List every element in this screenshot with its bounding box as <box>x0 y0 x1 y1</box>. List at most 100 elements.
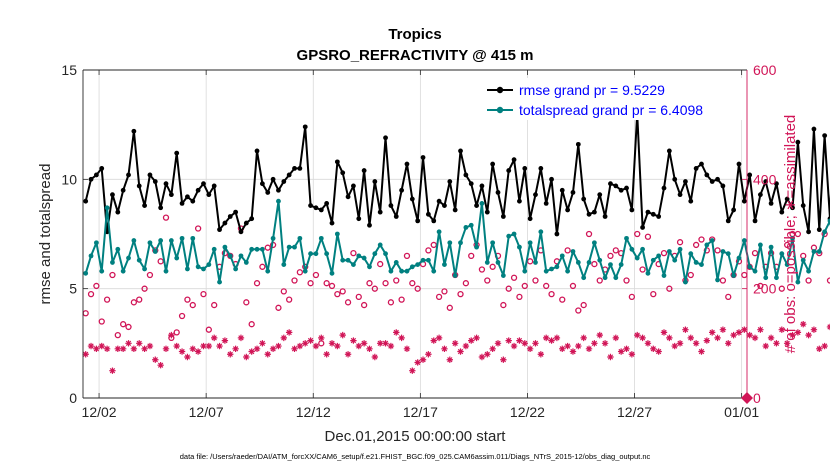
rmse-point <box>522 166 528 171</box>
spread-point <box>377 242 383 248</box>
obs-assimilated-point <box>344 351 352 358</box>
obs-possible-point <box>478 266 486 273</box>
spread-point <box>83 270 89 276</box>
y-right-tick-label: 200 <box>753 281 777 297</box>
rmse-point <box>93 172 99 178</box>
spread-point <box>816 249 822 254</box>
obs-possible-point <box>666 285 673 292</box>
rmse-point <box>640 225 645 230</box>
spread-point <box>126 255 131 261</box>
rmse-point <box>731 207 737 213</box>
rmse-point <box>115 209 121 215</box>
obs-possible-point <box>194 225 202 232</box>
rmse-point <box>185 194 190 200</box>
spread-point <box>506 233 512 239</box>
obs-assimilated-point <box>462 342 470 350</box>
x-tick-label: 01/01 <box>724 404 759 420</box>
x-tick-label: 12/22 <box>510 404 545 420</box>
obs-assimilated-point <box>285 329 293 336</box>
obs-possible-point <box>120 321 127 328</box>
obs-assimilated-point <box>634 331 641 339</box>
spread-point <box>168 238 174 243</box>
obs-possible-point <box>414 285 421 292</box>
obs-possible-point <box>794 230 802 238</box>
spread-point <box>115 246 121 252</box>
obs-assimilated-point <box>350 337 357 344</box>
spread-point <box>292 244 297 250</box>
obs-possible-point <box>205 326 212 333</box>
spread-point <box>597 257 603 263</box>
axes-frame <box>82 69 753 404</box>
spread-point <box>383 251 388 257</box>
obs-assimilated-point <box>639 334 646 342</box>
obs-assimilated-point <box>227 351 234 358</box>
obs-assimilated-point <box>730 331 737 339</box>
spread-point <box>334 231 340 237</box>
spread-point <box>565 268 571 274</box>
obs-assimilated-point <box>334 342 341 350</box>
obs-assimilated-point <box>93 345 100 352</box>
obs-assimilated-point <box>355 342 362 350</box>
rmse-point <box>436 198 442 204</box>
obs-possible-point <box>543 282 550 290</box>
spread-point <box>233 266 239 272</box>
obs-possible-point <box>125 323 132 331</box>
rmse-point <box>227 214 233 219</box>
obs-possible-point <box>366 280 373 287</box>
rmse-point <box>142 203 147 208</box>
rmse-point <box>822 133 828 139</box>
obs-assimilated-point <box>446 356 454 363</box>
obs-possible-point <box>425 247 432 254</box>
rmse-point <box>784 196 790 202</box>
rmse-point <box>806 229 811 235</box>
obs-assimilated-point <box>703 337 711 344</box>
obs-assimilated-point <box>783 340 791 347</box>
obs-assimilated-point <box>403 345 411 352</box>
obs-possible-point <box>146 271 154 279</box>
obs-possible-point <box>585 230 593 238</box>
obs-possible-point <box>505 285 512 292</box>
obs-possible-point <box>580 301 587 309</box>
obs-assimilated-point <box>157 362 164 369</box>
obs-possible-point <box>259 263 266 270</box>
spread-point <box>222 244 228 250</box>
y-left-tick-label: 10 <box>61 171 77 187</box>
rmse-point <box>543 200 549 206</box>
rmse-point <box>431 218 437 224</box>
x-axis-label: Dec.01,2015 00:00:00 start <box>325 428 507 445</box>
obs-assimilated-point <box>243 353 250 361</box>
rmse-point <box>120 187 126 193</box>
rmse-point <box>656 214 662 219</box>
spread-point <box>425 257 431 263</box>
rmse-point <box>447 179 453 184</box>
obs-assimilated-point <box>253 345 261 352</box>
x-tick-label: 12/07 <box>189 404 224 420</box>
obs-assimilated-point <box>387 342 395 350</box>
rmse-point <box>747 172 753 178</box>
obs-assimilated-point <box>398 334 405 342</box>
obs-possible-point <box>484 277 491 284</box>
spread-point <box>206 262 212 268</box>
obs-assimilated-point <box>152 356 159 363</box>
obs-possible-point <box>403 252 411 260</box>
spread-point <box>822 229 828 235</box>
rmse-point <box>265 190 271 195</box>
rmse-point <box>420 155 426 160</box>
spread-point <box>404 268 410 274</box>
obs-possible-point <box>778 285 785 292</box>
spread-point <box>158 238 164 243</box>
obs-possible-point <box>103 296 111 303</box>
y-left-tick-label: 15 <box>61 62 77 78</box>
rmse-point <box>404 161 410 167</box>
spread-point <box>415 262 421 268</box>
spread-point <box>656 253 662 259</box>
rmse-point <box>351 183 356 189</box>
rmse-point <box>602 214 608 219</box>
rmse-point <box>704 172 710 178</box>
spread-point <box>533 260 538 265</box>
spread-point <box>795 279 801 285</box>
obs-assimilated-point <box>810 326 818 333</box>
rmse-point <box>688 198 694 204</box>
rmse-point <box>243 220 249 226</box>
